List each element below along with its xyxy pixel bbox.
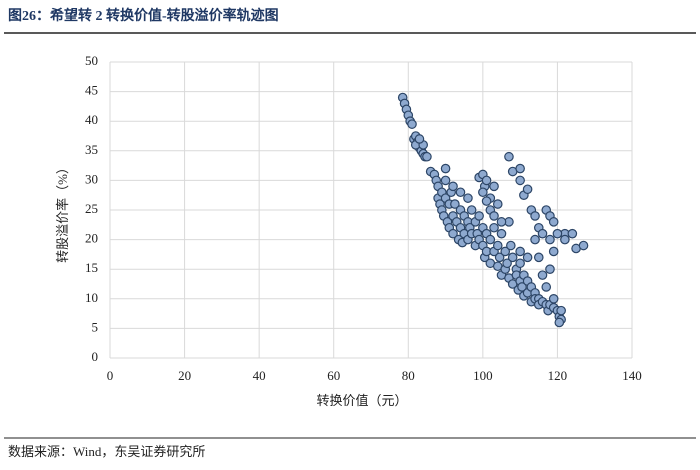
y-tick-label: 15: [85, 260, 98, 275]
scatter-point: [481, 196, 492, 206]
scatter-point: [578, 240, 589, 251]
scatter-point: [560, 234, 570, 245]
scatter-point: [481, 175, 492, 186]
scatter-point: [496, 217, 507, 227]
scatter-point: [530, 234, 540, 245]
scatter-point: [463, 193, 473, 203]
scatter-point: [530, 211, 540, 221]
scatter-point: [440, 163, 451, 174]
scatter-point: [496, 228, 507, 239]
scatter-point: [504, 151, 514, 162]
y-tick-label: 20: [85, 231, 98, 246]
scatter-point: [455, 187, 466, 198]
scatter-point: [492, 240, 503, 251]
y-axis-label: 转股溢价率（%）: [55, 161, 70, 263]
scatter-point: [548, 293, 559, 304]
scatter-point: [537, 228, 548, 239]
scatter-point: [506, 240, 516, 251]
scatter-point: [515, 258, 525, 269]
x-tick-label: 120: [548, 368, 568, 383]
scatter-point: [422, 151, 432, 162]
scatter-point: [554, 317, 565, 328]
y-tick-label: 10: [85, 290, 98, 305]
scatter-point: [478, 187, 488, 198]
scatter-point: [414, 134, 425, 144]
scatter-point: [515, 246, 525, 257]
scatter-point: [489, 181, 499, 192]
y-tick-label: 5: [92, 319, 99, 334]
x-tick-label: 100: [473, 368, 493, 383]
scatter-point: [515, 175, 525, 186]
source-note: 数据来源：Wind，东吴证券研究所: [8, 444, 205, 459]
x-tick-label: 60: [327, 368, 340, 383]
scatter-point: [548, 246, 559, 257]
chart-title: 图26：希望转 2 转换价值-转股溢价率轨迹图: [8, 7, 279, 24]
scatter-point: [515, 163, 525, 174]
scatter-point: [502, 258, 512, 269]
scatter-point: [489, 211, 499, 221]
x-tick-label: 140: [622, 368, 642, 383]
scatter-point: [548, 217, 559, 227]
scatter-point: [507, 252, 518, 263]
scatter-point: [545, 264, 555, 274]
y-tick-label: 25: [85, 201, 98, 216]
scatter-point: [556, 305, 566, 316]
x-axis-label: 转换价值（元）: [316, 393, 407, 408]
scatter-point: [448, 181, 458, 192]
y-tick-label: 50: [85, 53, 98, 68]
y-tick-label: 0: [92, 349, 99, 364]
scatter-point: [522, 184, 533, 195]
scatter-point: [440, 175, 451, 186]
scatter-point: [500, 246, 511, 257]
scatter-point: [450, 199, 460, 209]
scatter-point: [541, 282, 552, 292]
scatter-point: [517, 282, 527, 292]
scatter-point: [489, 222, 499, 233]
scatter-point: [537, 270, 548, 280]
scatter-point: [474, 211, 484, 221]
y-tick-label: 35: [85, 142, 98, 157]
scatter-point: [494, 252, 505, 263]
scatter-point: [407, 119, 417, 129]
scatter-point: [448, 228, 458, 239]
y-tick-label: 45: [85, 83, 98, 98]
scatter-point: [552, 228, 563, 239]
x-tick-label: 20: [178, 368, 191, 383]
scatter-point: [567, 228, 578, 239]
scatter-point: [485, 234, 496, 245]
y-tick-label: 30: [85, 171, 98, 186]
scatter-point: [522, 252, 533, 263]
scatter-point: [492, 199, 503, 209]
x-tick-label: 40: [253, 368, 266, 383]
x-tick-label: 80: [402, 368, 415, 383]
x-tick-label: 0: [107, 368, 114, 383]
scatter-point: [545, 234, 555, 245]
scatter-point: [466, 205, 477, 215]
y-tick-label: 40: [85, 112, 98, 127]
scatter-point: [533, 252, 544, 263]
